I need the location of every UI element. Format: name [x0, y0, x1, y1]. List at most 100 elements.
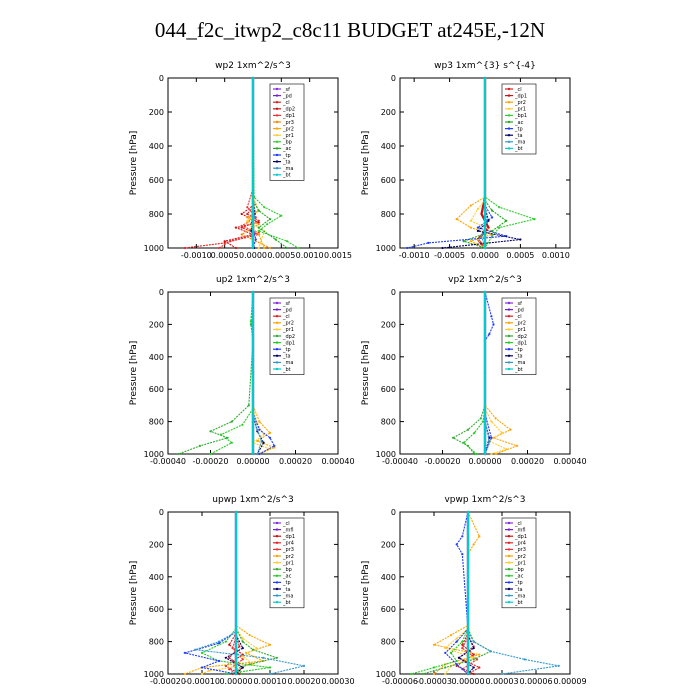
panel-4: upwp 1xm^2/s^3 Pressure [hPa] 0 200 400 600 80…	[129, 495, 355, 686]
legend-marker	[507, 114, 511, 117]
legend-marker	[507, 315, 511, 318]
data-point	[183, 246, 187, 250]
y-tick-label: 400	[381, 573, 396, 582]
series-line-pr3	[461, 512, 479, 675]
y-axis-label: Pressure [hPa]	[361, 561, 371, 626]
data-point	[274, 238, 277, 241]
data-point	[234, 672, 238, 676]
series-line-ta	[457, 512, 475, 675]
data-point	[483, 76, 487, 80]
legend-label: _pr3	[282, 120, 294, 126]
legend-marker	[507, 594, 511, 597]
panel-title: upwp 1xm^2/s^3	[212, 495, 293, 505]
data-point	[240, 212, 243, 216]
data-point	[246, 221, 249, 224]
panel-1: wp3 1xm^{3} s^{-4} Pressure [hPa] 0 200 400 6…	[361, 61, 571, 260]
legend-marker	[275, 140, 279, 143]
legend-label: _ta	[282, 587, 291, 593]
data-point	[273, 444, 276, 447]
legend-label: _pr2	[514, 100, 526, 106]
y-tick-label: 0	[391, 508, 396, 517]
legend-marker	[275, 341, 279, 344]
legend-marker	[507, 334, 511, 338]
data-point	[476, 207, 479, 210]
legend-label: _dp1	[514, 93, 527, 99]
data-point	[472, 672, 475, 676]
data-point	[241, 666, 244, 669]
data-point	[251, 212, 255, 216]
data-point	[472, 543, 475, 546]
legend-label: _ta	[514, 354, 523, 360]
data-point	[220, 433, 223, 436]
legend-marker	[275, 354, 279, 357]
x-tick-label: 0.00040	[553, 457, 586, 466]
panel-2: up2 1xm^2/s^3 Pressure [hPa] 0 200 400 600 800…	[129, 275, 355, 466]
y-axis-label: Pressure [hPa]	[361, 131, 371, 196]
x-tick-label: -0.0005	[434, 251, 465, 260]
x-tick-label: 0.0005	[211, 251, 239, 260]
data-point	[228, 668, 231, 671]
data-point	[238, 645, 241, 648]
y-axis-label: Pressure [hPa]	[129, 561, 139, 626]
legend-label: _bp	[282, 140, 292, 146]
data-point	[466, 640, 470, 643]
data-point	[234, 510, 238, 514]
x-tick-label: 0.0010	[296, 251, 324, 260]
legend-label: _pr2	[282, 321, 294, 327]
legend-label: _pr2	[282, 126, 294, 132]
data-point	[183, 672, 187, 676]
legend-marker	[275, 581, 279, 584]
legend-marker	[275, 173, 279, 176]
legend-label: _tp	[282, 347, 291, 353]
legend-marker	[507, 301, 511, 305]
legend-label: _ma	[282, 360, 293, 366]
data-point	[268, 436, 272, 439]
data-point	[483, 290, 487, 294]
data-point	[505, 219, 508, 222]
data-point	[472, 640, 475, 643]
data-point	[254, 238, 257, 241]
legend-box	[269, 83, 305, 181]
data-point	[490, 436, 493, 439]
data-point	[487, 219, 490, 222]
y-tick-label: 600	[149, 605, 164, 614]
x-tick-label: -0.0010	[399, 251, 430, 260]
plot-frame	[167, 511, 339, 675]
y-tick-label: 600	[149, 176, 164, 185]
legend-marker	[275, 301, 279, 305]
data-point	[481, 420, 484, 423]
legend-marker	[275, 120, 279, 124]
legend-marker	[507, 554, 511, 558]
legend-marker	[507, 601, 511, 604]
data-point	[256, 428, 259, 431]
legend-label: _pr2	[514, 321, 526, 327]
y-tick-label: 800	[381, 418, 396, 427]
data-point	[251, 420, 255, 423]
data-point	[490, 315, 493, 318]
y-tick-label: 0	[159, 288, 164, 297]
data-point	[258, 420, 261, 423]
data-point	[246, 212, 249, 216]
x-tick-label: 0.00020	[287, 677, 320, 686]
data-point	[241, 647, 244, 650]
legend-label: _pd	[282, 93, 292, 99]
data-point	[209, 430, 212, 433]
data-point	[461, 640, 464, 643]
data-point	[462, 441, 465, 444]
legend-marker	[507, 581, 511, 584]
legend-marker	[507, 147, 511, 150]
legend-label: _bt	[514, 146, 523, 152]
y-tick-label: 0	[391, 288, 396, 297]
data-point	[217, 640, 221, 643]
data-point	[224, 640, 227, 643]
legend-marker	[507, 107, 511, 111]
legend-marker	[507, 321, 511, 324]
data-point	[466, 510, 470, 514]
x-tick-label: -0.00040	[150, 457, 186, 466]
legend-label: _sf	[514, 301, 522, 307]
legend-marker	[507, 561, 511, 564]
data-point	[268, 218, 272, 221]
x-tick-label: -0.00040	[382, 457, 418, 466]
x-tick-label: 0.00000	[468, 457, 501, 466]
data-point	[469, 226, 472, 229]
